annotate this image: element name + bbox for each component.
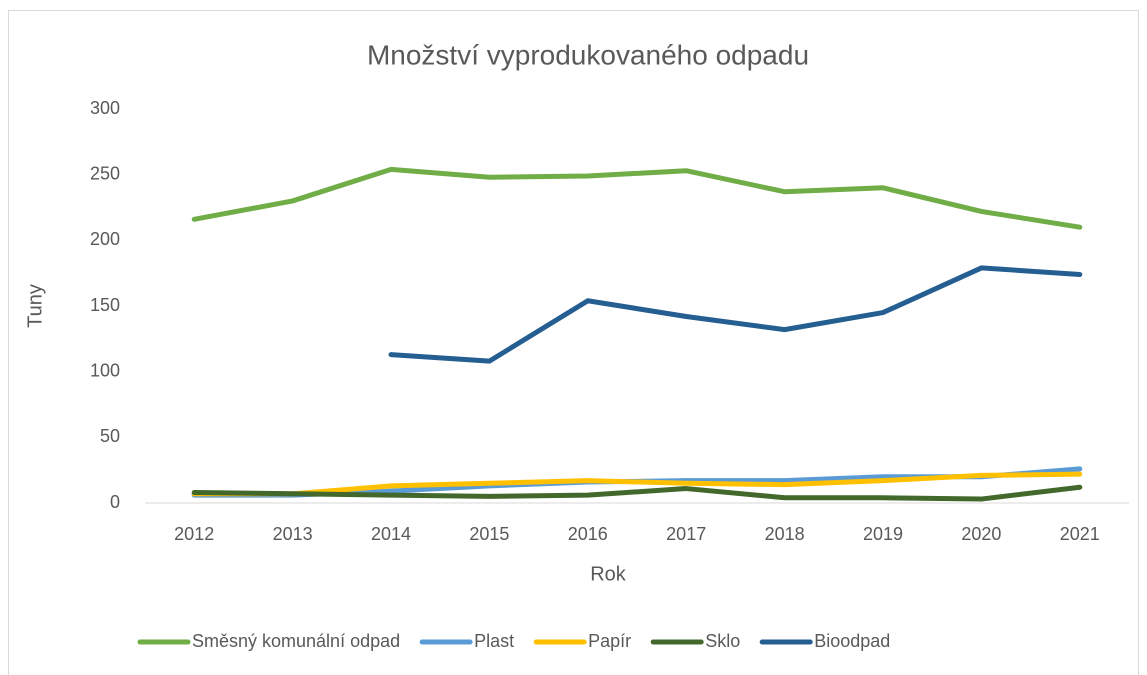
x-tick-label: 2017 bbox=[666, 524, 706, 544]
legend-label: Bioodpad bbox=[814, 631, 890, 651]
y-axis-title: Tuny bbox=[24, 284, 46, 328]
x-tick-label: 2013 bbox=[273, 524, 313, 544]
series-line bbox=[388, 265, 1083, 364]
legend-label: Papír bbox=[588, 631, 631, 651]
y-tick-label: 300 bbox=[90, 98, 120, 118]
x-tick-label: 2018 bbox=[765, 524, 805, 544]
y-tick-label: 100 bbox=[90, 360, 120, 380]
chart-frame bbox=[8, 10, 1139, 675]
legend-label: Sklo bbox=[705, 631, 740, 651]
x-tick-label: 2014 bbox=[371, 524, 411, 544]
x-tick-label: 2015 bbox=[469, 524, 509, 544]
legend-label: Směsný komunální odpad bbox=[192, 631, 400, 651]
y-tick-label: 150 bbox=[90, 295, 120, 315]
x-tick-label: 2021 bbox=[1060, 524, 1100, 544]
legend-label: Plast bbox=[474, 631, 514, 651]
y-tick-label: 200 bbox=[90, 229, 120, 249]
y-tick-label: 250 bbox=[90, 163, 120, 183]
chart-title: Množství vyprodukovaného odpadu bbox=[367, 39, 809, 70]
series-line bbox=[191, 166, 1083, 230]
x-tick-label: 2012 bbox=[174, 524, 214, 544]
y-tick-label: 0 bbox=[110, 492, 120, 512]
x-tick-label: 2016 bbox=[568, 524, 608, 544]
x-axis-title: Rok bbox=[590, 563, 627, 585]
x-tick-label: 2019 bbox=[863, 524, 903, 544]
y-tick-label: 50 bbox=[100, 426, 120, 446]
series-line bbox=[191, 484, 1083, 502]
series-line bbox=[191, 471, 1083, 497]
x-tick-label: 2020 bbox=[961, 524, 1001, 544]
